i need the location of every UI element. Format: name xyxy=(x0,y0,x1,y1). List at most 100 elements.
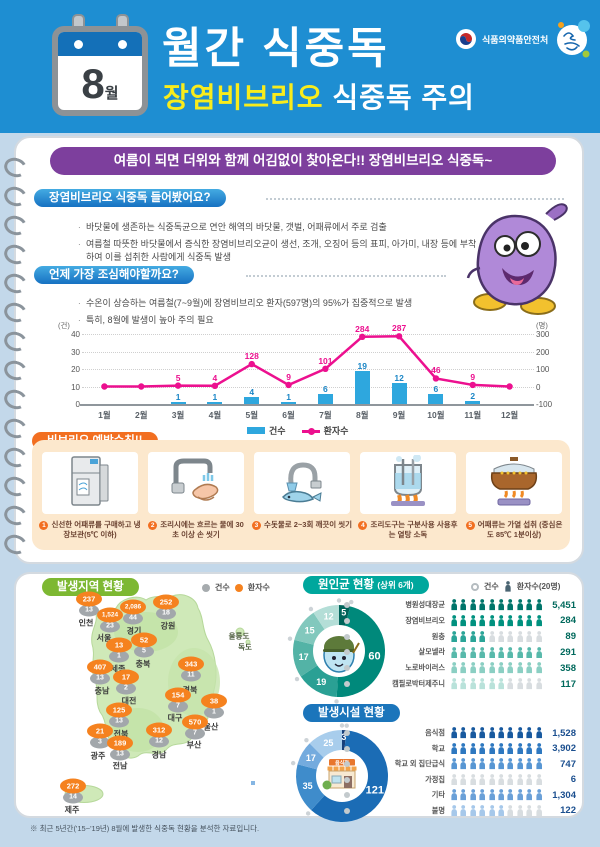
person-icon xyxy=(488,758,495,770)
prevention-card xyxy=(42,452,138,514)
row-value: 5,451 xyxy=(552,599,576,611)
person-icon xyxy=(479,773,486,785)
region-badge-대구: 154 7 xyxy=(165,687,191,713)
bar-4월 xyxy=(207,402,223,404)
cases-count: 5 xyxy=(134,645,154,658)
person-icon xyxy=(498,662,504,674)
person-icon xyxy=(535,758,542,770)
patients-count: 1,524 xyxy=(97,607,123,623)
person-icon xyxy=(498,773,504,785)
line-label: 5 xyxy=(175,372,181,383)
bar-8월 xyxy=(354,370,370,404)
cases-count: 44 xyxy=(123,612,143,625)
line-label: 9 xyxy=(470,371,476,382)
island-label: 독도 xyxy=(238,642,252,652)
bar-label: 12 xyxy=(394,373,404,383)
row-person-icons xyxy=(450,646,544,659)
row-bullet-icon xyxy=(344,807,350,814)
person-icon xyxy=(507,804,514,816)
person-icon xyxy=(479,678,486,690)
region-label: 전북 xyxy=(113,729,129,739)
person-icon xyxy=(535,662,542,674)
divider xyxy=(246,275,446,277)
person-icon xyxy=(535,678,542,690)
agency-logo: 식품의약품안전처 xyxy=(455,28,548,50)
person-icon xyxy=(517,599,523,611)
row-bullet-icon xyxy=(344,776,350,783)
row-bullet-icon xyxy=(344,761,350,767)
person-icon xyxy=(517,646,523,658)
cases-count: 3 xyxy=(90,736,110,749)
patients-count: 189 xyxy=(107,735,133,751)
restaurant-sign: 음식점 xyxy=(335,760,349,767)
step-number: 5 xyxy=(465,521,475,530)
person-icon xyxy=(451,646,457,658)
month-label: 9월 xyxy=(392,410,406,420)
donut-label: 35 xyxy=(303,781,313,791)
cases-dot-icon xyxy=(202,583,210,592)
person-icon xyxy=(526,662,533,674)
person-icon xyxy=(488,727,495,739)
row-person-icons xyxy=(450,773,544,786)
region-label: 인천 xyxy=(78,618,94,628)
patients-count: 237 xyxy=(76,591,102,607)
calendar-month: 8월 xyxy=(81,60,119,107)
donut-label: 5 xyxy=(341,607,346,617)
bar-label: 6 xyxy=(323,383,328,394)
line-label: 128 xyxy=(244,351,259,362)
patients-count: 343 xyxy=(178,656,204,672)
region-label: 대구 xyxy=(167,713,183,723)
prevention-caption: 1 신선한 어패류를 구매하고 냉장보관(5℃ 이하) xyxy=(39,520,141,540)
donut-label: 3 xyxy=(341,732,346,742)
patients-line xyxy=(101,333,513,390)
left-axis-tick: 10 xyxy=(71,382,80,392)
row-value: 1,304 xyxy=(552,789,576,801)
row-name: 살모넬라 xyxy=(418,647,445,657)
gridline xyxy=(82,351,534,353)
stat-row-가정집: 가정집 6 xyxy=(251,773,576,787)
prevention-card xyxy=(360,452,456,514)
bullet-text: 수온이 상승하는 여름철(7~9월)에 장염비브리오 환자(597명)의 95%… xyxy=(78,297,508,311)
stat-row-살모넬라: 살모넬라 291 xyxy=(344,645,576,659)
person-icon xyxy=(507,630,514,643)
region-legend: 건수 환자수 xyxy=(202,582,270,593)
person-icon xyxy=(479,742,486,754)
person-icon xyxy=(460,678,467,690)
person-icon xyxy=(460,758,467,770)
cases-count: 18 xyxy=(156,607,176,620)
bar-label: 6 xyxy=(433,383,439,394)
person-icon xyxy=(535,599,542,611)
mfds-emblem-icon xyxy=(456,29,476,49)
pathogen-title: 원인균 현황 (상위 6개) xyxy=(303,576,429,594)
cases-count: 7 xyxy=(185,727,205,740)
cases-count: 13 xyxy=(109,715,129,728)
patients-count: 13 xyxy=(106,637,132,653)
row-name: 노로바이러스 xyxy=(405,663,445,673)
person-icon xyxy=(460,804,467,816)
row-person-icons xyxy=(450,789,544,801)
person-icon xyxy=(488,662,495,674)
person-icon xyxy=(479,615,486,627)
person-icon xyxy=(470,615,476,627)
person-icon xyxy=(460,789,467,801)
person-icon xyxy=(526,727,533,739)
donut-label: 17 xyxy=(306,753,316,763)
row-person-icons xyxy=(450,662,544,674)
person-icon xyxy=(460,599,467,611)
row-person-icons xyxy=(450,630,544,643)
footnote: ※ 최근 5년간('15~'19년) 8월에 발생한 식중독 현황을 분석한 자… xyxy=(30,824,260,833)
patients-count: 272 xyxy=(60,778,86,794)
patients-count: 570 xyxy=(182,714,208,730)
person-icon xyxy=(526,599,533,611)
person-icon xyxy=(535,615,542,627)
x-axis xyxy=(80,404,534,406)
row-bullet-icon xyxy=(344,745,350,752)
person-icon xyxy=(498,646,504,658)
region-badge-충북: 52 5 xyxy=(131,632,157,658)
person-icon xyxy=(517,742,523,754)
bar-9월 xyxy=(391,383,407,404)
bar-label: 1 xyxy=(286,392,291,403)
person-icon xyxy=(535,773,542,785)
person-icon xyxy=(460,727,467,739)
patients-count: 52 xyxy=(131,632,157,648)
